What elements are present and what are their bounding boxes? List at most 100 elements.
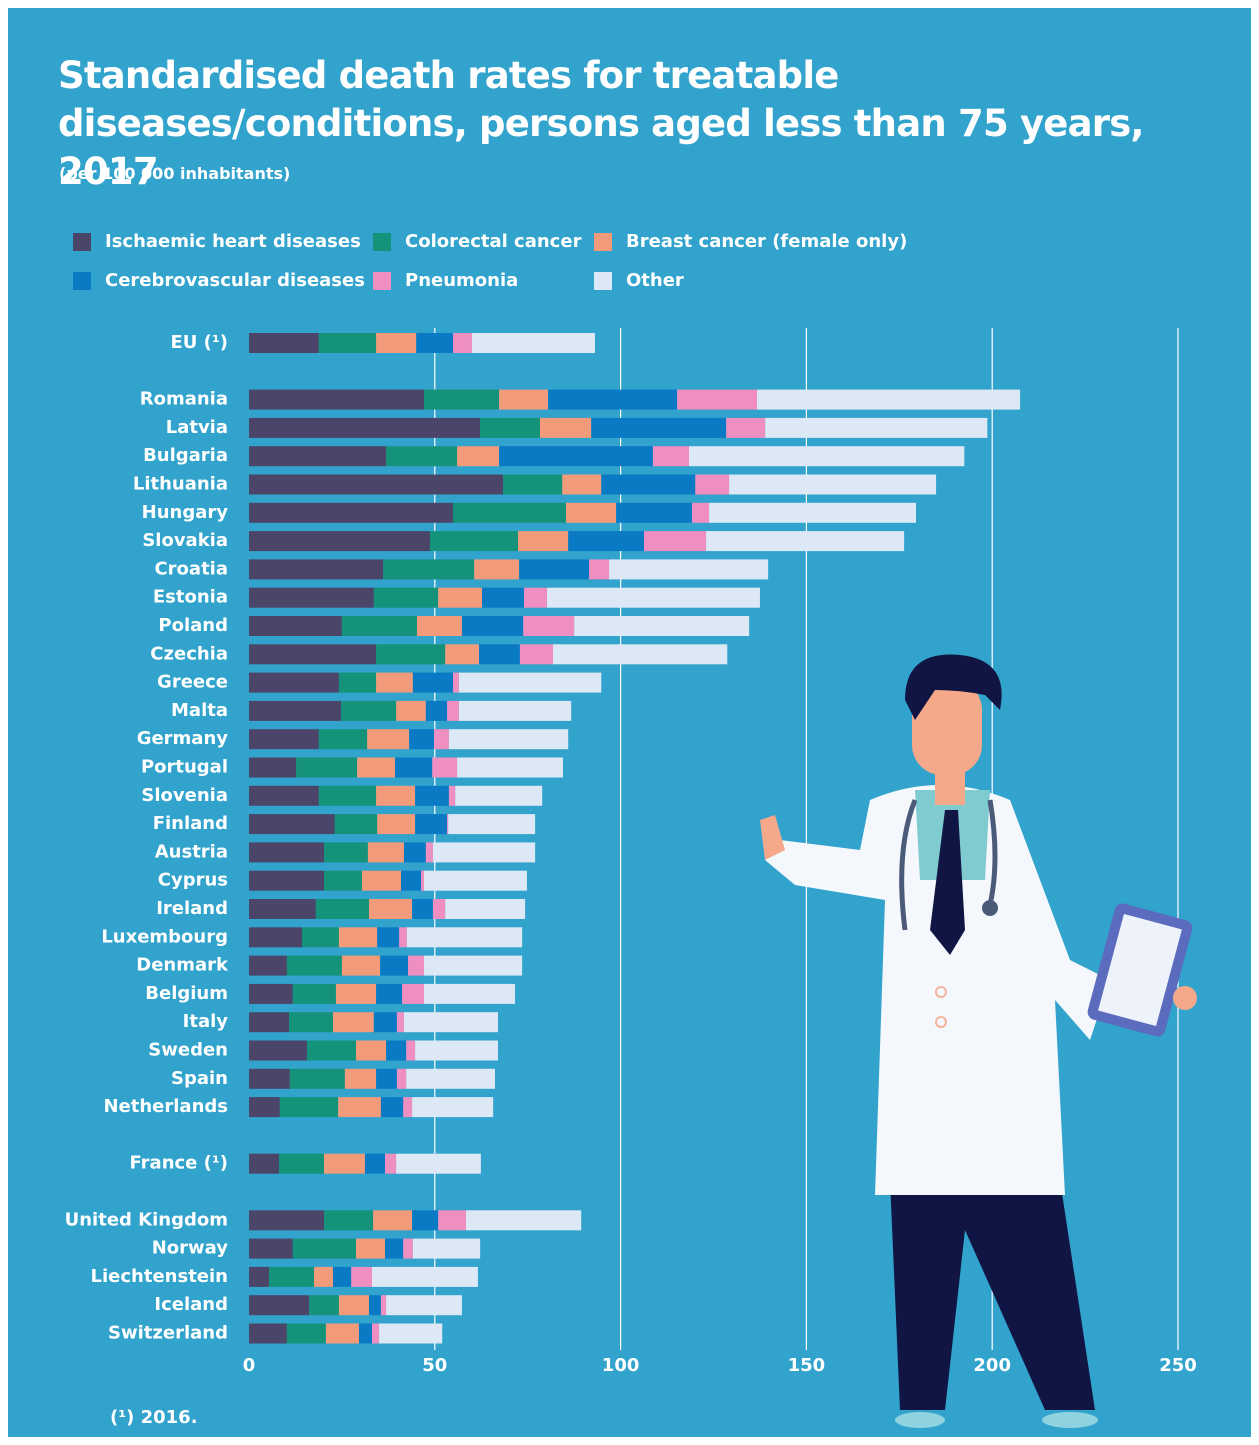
x-tick-label: 0 — [243, 1355, 256, 1376]
bar-segment — [324, 1153, 365, 1174]
bar-segment — [409, 729, 435, 750]
bar-segment — [519, 559, 590, 580]
y-tick-label: Czechia — [150, 643, 228, 664]
bar-segment — [371, 1323, 380, 1344]
bar-segment — [249, 389, 425, 410]
bar-segment — [416, 333, 454, 353]
bar-segment — [249, 899, 316, 919]
bar-segment — [318, 333, 377, 353]
bar-segment — [351, 1266, 372, 1287]
x-tick-label: 100 — [602, 1355, 640, 1376]
y-tick-label: Lithuania — [133, 474, 228, 495]
bar-segment — [415, 1040, 498, 1061]
bar-segment — [249, 446, 387, 467]
bar-segment — [383, 559, 475, 580]
bar-segment — [377, 814, 416, 835]
legend-label: Colorectal cancer — [405, 231, 582, 252]
y-tick-label: Malta — [171, 700, 228, 721]
bar-segment — [429, 531, 519, 552]
bar-segment — [367, 729, 410, 750]
bar-segment — [616, 502, 692, 523]
bar-segment — [289, 1012, 333, 1033]
bar-segment — [249, 333, 319, 353]
y-tick-label: Norway — [152, 1238, 229, 1259]
y-tick-label: Greece — [157, 672, 228, 693]
bar-segment — [315, 899, 370, 919]
bar-segment — [249, 983, 293, 1004]
bar-segment — [445, 899, 526, 919]
bar-segment — [249, 700, 342, 721]
bar-segment — [249, 1068, 290, 1089]
bar-segment — [325, 1323, 359, 1344]
bar-segment — [644, 531, 707, 552]
bar-segment — [338, 1295, 370, 1316]
bar-segment — [377, 927, 400, 948]
bar-segment — [402, 983, 425, 1004]
bar-segment — [249, 1295, 310, 1316]
bar-segment — [249, 870, 325, 891]
bar-segment — [447, 700, 459, 721]
bar-segment — [424, 870, 527, 891]
y-tick-label: Ireland — [156, 898, 228, 919]
bar-segment — [709, 502, 917, 523]
legend-label: Ischaemic heart diseases — [105, 231, 361, 252]
y-tick-label: Poland — [158, 615, 228, 636]
y-tick-label: Denmark — [136, 955, 229, 976]
bar-segment — [380, 955, 409, 976]
y-tick-label: Switzerland — [108, 1323, 228, 1344]
bar-segment — [756, 389, 1021, 410]
bar-segment — [249, 955, 287, 976]
bar-segment — [356, 1238, 386, 1259]
bar-segment — [249, 616, 342, 636]
x-tick-label: 250 — [1159, 1355, 1197, 1376]
bar-segment — [380, 1295, 387, 1316]
bar-segment — [466, 1210, 582, 1231]
y-tick-label: Slovenia — [141, 785, 228, 806]
bar-segment — [296, 757, 358, 778]
y-tick-label: Italy — [183, 1011, 229, 1032]
bar-segment — [453, 672, 459, 693]
bar-segment — [249, 502, 454, 523]
bar-segment — [591, 417, 727, 438]
bar-segment — [332, 1266, 352, 1287]
y-tick-label: Sweden — [148, 1040, 228, 1061]
bar-segment — [432, 757, 458, 778]
bar-segment — [523, 587, 548, 608]
bar-segment — [574, 616, 750, 636]
bar-segment — [539, 417, 592, 438]
bar-segment — [688, 446, 965, 467]
bar-segment — [373, 1012, 397, 1033]
bar-segment — [406, 1068, 495, 1089]
y-tick-label: EU (¹) — [170, 332, 228, 353]
bar-segment — [412, 1210, 439, 1231]
bar-segment — [425, 842, 433, 863]
bar-segment — [568, 531, 645, 552]
bar-segment — [367, 842, 404, 863]
bar-segment — [249, 1210, 325, 1231]
bar-segment — [376, 644, 446, 665]
bar-segment — [609, 559, 769, 580]
bar-segment — [455, 785, 543, 806]
bar-segment — [338, 672, 377, 693]
bar-segment — [249, 1266, 270, 1287]
y-tick-label: Austria — [155, 841, 228, 862]
bar-segment — [408, 955, 425, 976]
legend-label: Breast cancer (female only) — [626, 231, 907, 252]
y-tick-label: Spain — [171, 1068, 228, 1089]
bar-segment — [318, 785, 377, 806]
bar-segment — [448, 729, 569, 750]
bar-segment — [453, 333, 472, 353]
legend-label: Pneumonia — [405, 270, 518, 291]
bar-segment — [338, 1097, 381, 1118]
bar-segment — [396, 700, 426, 721]
y-tick-label: France (¹) — [130, 1153, 228, 1174]
y-tick-label: Latvia — [166, 417, 228, 438]
bar-segment — [286, 955, 342, 976]
bar-segment — [457, 446, 500, 467]
bar-segment — [249, 531, 430, 552]
bar-segment — [677, 389, 757, 410]
bar-segment — [458, 672, 602, 693]
bar-segment — [523, 616, 575, 636]
bar-segment — [425, 700, 448, 721]
y-tick-label: Iceland — [154, 1294, 228, 1315]
